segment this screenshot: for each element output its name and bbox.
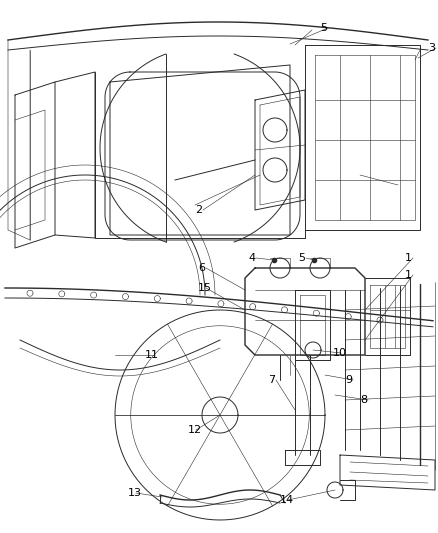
Text: 14: 14 <box>280 495 294 505</box>
Text: 8: 8 <box>360 395 367 405</box>
Text: 12: 12 <box>188 425 202 435</box>
Polygon shape <box>270 258 290 278</box>
Text: 5: 5 <box>298 253 305 263</box>
Text: 11: 11 <box>145 350 159 360</box>
Text: 10: 10 <box>333 348 347 358</box>
Text: 6: 6 <box>198 263 205 273</box>
Text: 4: 4 <box>248 253 255 263</box>
Text: 9: 9 <box>345 375 352 385</box>
Text: 5: 5 <box>320 23 327 33</box>
Text: 2: 2 <box>195 205 202 215</box>
Text: 13: 13 <box>128 488 142 498</box>
Text: 1: 1 <box>405 253 412 263</box>
Text: 7: 7 <box>268 375 275 385</box>
Polygon shape <box>310 258 330 278</box>
Text: 15: 15 <box>198 283 212 293</box>
Text: 3: 3 <box>428 43 435 53</box>
Text: 1: 1 <box>405 270 412 280</box>
